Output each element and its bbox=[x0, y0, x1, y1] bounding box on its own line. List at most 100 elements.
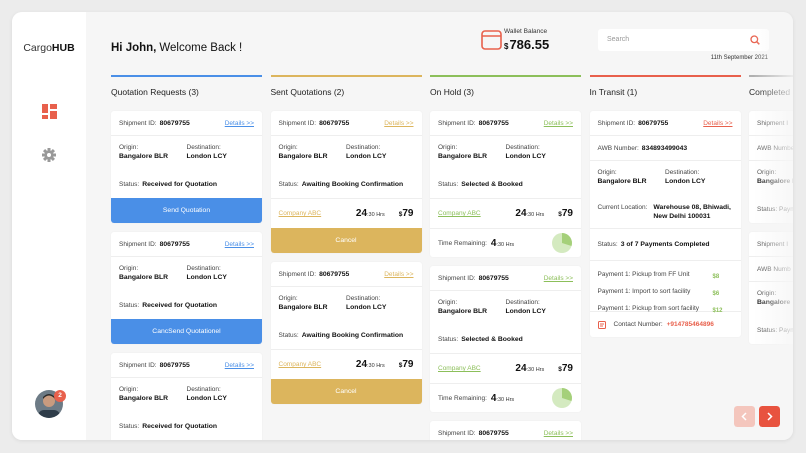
action-button[interactable]: Send Quotation bbox=[111, 198, 262, 223]
shipment-id: 80679755 bbox=[319, 119, 350, 127]
details-link[interactable]: Details >> bbox=[224, 361, 254, 369]
column-title: On Hold (3) bbox=[430, 87, 474, 97]
timer-icon bbox=[552, 388, 572, 408]
payment-amount: $8 bbox=[713, 270, 720, 280]
payment-label: Payment 1: Pickup from sort facility bbox=[597, 305, 700, 312]
transit-time: 24:30 Hrs bbox=[515, 208, 544, 219]
origin-label: Origin: bbox=[278, 144, 298, 151]
brand-bold: HUB bbox=[51, 42, 75, 54]
price-currency: $ bbox=[558, 366, 562, 373]
quote-row: Company ABC 24:30 Hrs $79 bbox=[270, 198, 422, 228]
company-link[interactable]: Company ABC bbox=[438, 210, 481, 217]
shipment-card: Shipment ID: 80679755 Details >> AWB Number… bbox=[589, 111, 741, 337]
origin-label: Origin: bbox=[597, 169, 617, 176]
origin-label: Origin: bbox=[278, 295, 298, 302]
payment-currency: $ bbox=[712, 273, 716, 280]
avatar[interactable] bbox=[34, 389, 70, 419]
shipment-row: Shipment ID: 80679755 Details >> bbox=[430, 266, 581, 291]
payment-currency: $ bbox=[712, 290, 716, 297]
destination: Destination: London LCY bbox=[665, 169, 733, 195]
next-page[interactable] bbox=[759, 406, 780, 427]
route: Origin: Bangalore BLR Destination: London L… bbox=[271, 136, 422, 170]
status-row: Status: Awaiting Booking Confirmation bbox=[271, 321, 422, 349]
route: Origin: Bangalore BLR Destination: London L… bbox=[430, 136, 581, 170]
card-list: Shipment ID: 80679755 Details >> Origin: Ban… bbox=[111, 111, 262, 440]
time-hours: 24 bbox=[355, 208, 368, 219]
status-row: Status: Awaiting Booking Confirmation bbox=[271, 170, 422, 198]
shipment-label: Shipment ID: bbox=[278, 270, 317, 278]
column-title: Quotation Requests (3) bbox=[111, 87, 199, 97]
company-link[interactable]: Company ABC bbox=[438, 365, 481, 372]
column: In Transit (1) Shipment ID: 80679755 Detail… bbox=[589, 75, 741, 337]
column-bar bbox=[589, 75, 741, 77]
wallet-amount: 786.55 bbox=[509, 37, 550, 52]
details-link[interactable]: Details >> bbox=[384, 270, 414, 278]
shipment-id: 80679755 bbox=[478, 274, 509, 282]
destination-label: Destination: bbox=[505, 299, 540, 306]
action-button[interactable]: Cancel bbox=[270, 379, 422, 404]
route: Origin: Bangalore BLR Destination: London L… bbox=[111, 136, 262, 170]
payment-label: Payment 1: Import to sort facility bbox=[597, 288, 691, 295]
payment-row: Payment 1: Import to sort facility $6 bbox=[598, 283, 733, 300]
price: $79 bbox=[558, 208, 573, 219]
wallet-icon bbox=[481, 30, 502, 50]
action-button[interactable]: CancSend Quotationel bbox=[111, 319, 262, 344]
remaining-unit: :30 Hrs bbox=[496, 241, 515, 248]
card-list: Shipment ID: 80679755 Details >> Origin: Ban… bbox=[430, 111, 581, 440]
destination-label: Destination: bbox=[346, 295, 381, 302]
shipment-row: Shipment ID: 80679755 Details >> bbox=[111, 111, 262, 136]
price: $79 bbox=[399, 208, 414, 219]
shipment-row: Shipment ID: 80679755 Details >> bbox=[589, 111, 741, 136]
details-link[interactable]: Details >> bbox=[543, 429, 573, 437]
remaining-unit: :30 Hrs bbox=[496, 396, 515, 403]
shipment-label: Shipment ID: bbox=[438, 119, 476, 127]
details-link[interactable]: Details >> bbox=[543, 119, 573, 127]
remaining-time: 4:30 Hrs bbox=[491, 393, 514, 404]
remaining-hours: 4 bbox=[490, 237, 497, 249]
awb-number: 834893499043 bbox=[641, 144, 688, 152]
action-button[interactable]: Cancel bbox=[270, 228, 422, 253]
prev-page[interactable] bbox=[734, 406, 755, 427]
payment-value: 6 bbox=[715, 290, 720, 297]
wallet-label: Wallet Balance bbox=[504, 28, 548, 35]
destination-value: London LCY bbox=[505, 153, 546, 160]
shipment-label: Shipment ID: bbox=[438, 274, 476, 282]
origin-value: Bangalore BLR bbox=[278, 304, 328, 311]
date: 11th September 2021 bbox=[710, 55, 768, 61]
shipment-label: Shipment ID: bbox=[119, 119, 157, 127]
details-link[interactable]: Details >> bbox=[224, 119, 254, 127]
time-hours: 24 bbox=[355, 359, 368, 370]
column-title: Sent Quotations (2) bbox=[270, 87, 345, 97]
payments: Payment 1: Pickup from FF Unit $8 Payment … bbox=[590, 261, 741, 314]
quote-row: Company ABC 24:30 Hrs $79 bbox=[430, 198, 581, 228]
company-link[interactable]: Company ABC bbox=[278, 361, 322, 368]
dashboard-icon[interactable] bbox=[42, 104, 57, 119]
origin: Origin: Bangalore BLR bbox=[598, 169, 666, 195]
route: Origin: Bangalore BLR Destination: London L… bbox=[111, 257, 262, 291]
column-bar bbox=[430, 75, 581, 77]
time-hours: 24 bbox=[515, 363, 527, 374]
shipment-row: Shipment ID: 80679755 Details >> bbox=[430, 111, 581, 136]
details-link[interactable]: Details >> bbox=[543, 274, 573, 282]
destination: Destination: London LCY bbox=[187, 265, 255, 291]
destination-label: Destination: bbox=[186, 265, 221, 272]
shipment-label: Shipment ID: bbox=[119, 361, 157, 369]
price-currency: $ bbox=[558, 211, 562, 218]
shipment-id: 80679755 bbox=[478, 119, 509, 127]
origin-label: Origin: bbox=[119, 265, 139, 272]
settings-icon[interactable] bbox=[42, 148, 56, 162]
time-unit: :30 Hrs bbox=[367, 212, 385, 218]
destination-value: London LCY bbox=[186, 395, 227, 402]
destination-value: London LCY bbox=[665, 178, 706, 185]
greeting-text: Welcome Back ! bbox=[159, 42, 243, 54]
route: Origin: Bangalore BLR Destination: London L… bbox=[271, 287, 422, 321]
details-link[interactable]: Details >> bbox=[384, 119, 414, 127]
company-link[interactable]: Company ABC bbox=[278, 210, 322, 217]
card-list: Shipment ID: 80679755 Details >> AWB Number… bbox=[589, 111, 741, 337]
details-link[interactable]: Details >> bbox=[703, 119, 733, 127]
details-link[interactable]: Details >> bbox=[224, 240, 254, 248]
search-box[interactable]: Search bbox=[598, 29, 769, 51]
destination-label: Destination: bbox=[186, 144, 221, 151]
payment-value: 8 bbox=[715, 273, 720, 280]
